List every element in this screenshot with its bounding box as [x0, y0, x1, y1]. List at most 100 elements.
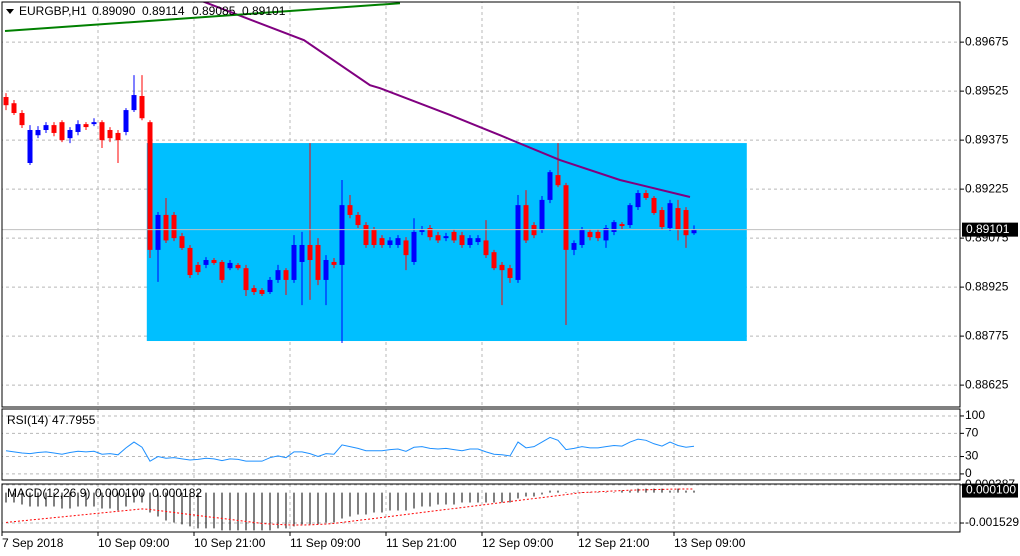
candle-body [3, 97, 9, 106]
candle-body [139, 96, 145, 119]
macd-value: 0.000100 [95, 486, 145, 500]
candle-body [539, 199, 545, 230]
candle-body [99, 122, 105, 141]
x-tick-label: 10 Sep 21:00 [194, 536, 266, 550]
x-tick-label: 7 Sep 2018 [2, 536, 64, 550]
y-tick-label: 100 [965, 408, 985, 422]
candle-body [467, 238, 473, 245]
price-frame [1, 1, 961, 408]
last-price-label: 0.89101 [966, 222, 1010, 236]
x-tick-label: 12 Sep 09:00 [482, 536, 554, 550]
candle-body [339, 205, 345, 265]
candle-body [443, 236, 449, 239]
candle-body [643, 193, 649, 198]
candle-body [43, 125, 49, 131]
candle-body [227, 262, 233, 269]
candle-body [515, 205, 521, 280]
candle-body [475, 238, 481, 243]
candle-body [219, 261, 225, 280]
candle-body [651, 197, 657, 213]
candle-body [427, 227, 433, 238]
candle-body [179, 236, 185, 248]
candle-body [523, 205, 529, 241]
candle-body [147, 122, 153, 250]
candle-body [483, 240, 489, 256]
candle-body [91, 122, 97, 125]
ohlc-high: 0.89114 [142, 4, 185, 18]
axes: 7 Sep 2018 10 Sep 09:00 10 Sep 21:00 11 Sep… [1, 34, 1019, 550]
candle-body [435, 235, 441, 241]
candle-body [371, 229, 377, 245]
candle-body [603, 227, 609, 241]
rsi-frame [1, 408, 961, 481]
candle-body [243, 268, 249, 291]
candle-body [107, 130, 113, 139]
candle-body [187, 247, 193, 276]
candle-body [299, 244, 305, 262]
candle-body [195, 264, 201, 273]
rsi-value: 47.7955 [52, 413, 96, 427]
signal-line [5, 488, 695, 526]
candle-body [67, 130, 73, 139]
candle-body [315, 244, 321, 280]
candle-body [419, 229, 425, 232]
candle-body [507, 268, 513, 278]
candle-body [115, 132, 121, 141]
candle-body [387, 240, 393, 245]
candle-body [491, 252, 497, 269]
x-tick-label: 10 Sep 09:00 [98, 536, 170, 550]
y-tick-label: 70 [965, 426, 979, 440]
macd-frame [1, 483, 961, 533]
candle-body [451, 231, 457, 241]
candle-body [331, 261, 337, 265]
candle-body [355, 214, 361, 226]
candle-body [411, 231, 417, 262]
candle-body [171, 214, 177, 239]
candle-body [131, 95, 137, 111]
candle-body [587, 231, 593, 238]
menu-arrow [6, 9, 14, 14]
headers: EURGBP,H1 0.89090 0.89114 0.89085 0.8910… [7, 4, 286, 500]
price-panel [2, 2, 960, 407]
candle-body [59, 122, 65, 141]
candle-body [27, 130, 33, 163]
y-tick-label: 0.88925 [965, 279, 1009, 293]
rsi-title: RSI(14) [7, 413, 48, 427]
y-tick-label: 0.89675 [965, 34, 1009, 48]
candle-body [379, 238, 385, 245]
range-box [146, 143, 747, 342]
candle-body [611, 222, 617, 232]
candle-body [291, 244, 297, 280]
last-price-box [962, 222, 1018, 237]
candle-body [307, 244, 313, 261]
candle-body [259, 290, 265, 294]
candle-body [251, 288, 257, 293]
candle-body [547, 172, 553, 200]
macd-value-label: 0.000100 [966, 483, 1016, 497]
ohlc-open: 0.89090 [92, 4, 136, 18]
candle-body [667, 203, 673, 228]
rsi-line [5, 436, 695, 462]
candle-body [19, 113, 25, 126]
y-tick-label: 0.89225 [965, 181, 1009, 195]
candle-body [235, 264, 241, 269]
ohlc-close: 0.89101 [242, 4, 286, 18]
y-tick-label: -0.001529 [965, 515, 1019, 529]
symbol-title: EURGBP,H1 [19, 4, 87, 18]
candle-body [459, 235, 465, 245]
signal-value: 0.000182 [152, 486, 202, 500]
candle-body [275, 270, 281, 280]
candle-body [635, 193, 641, 208]
candle-body [123, 110, 129, 132]
candle-body [563, 185, 569, 250]
candle-body [83, 124, 89, 128]
candle-body [267, 279, 273, 293]
candle-body [347, 205, 353, 215]
candle-body [499, 264, 505, 271]
x-tick-label: 13 Sep 09:00 [674, 536, 746, 550]
ohlc-low: 0.89085 [192, 4, 236, 18]
y-tick-label: 0 [965, 466, 972, 480]
x-tick-label: 11 Sep 21:00 [386, 536, 457, 550]
